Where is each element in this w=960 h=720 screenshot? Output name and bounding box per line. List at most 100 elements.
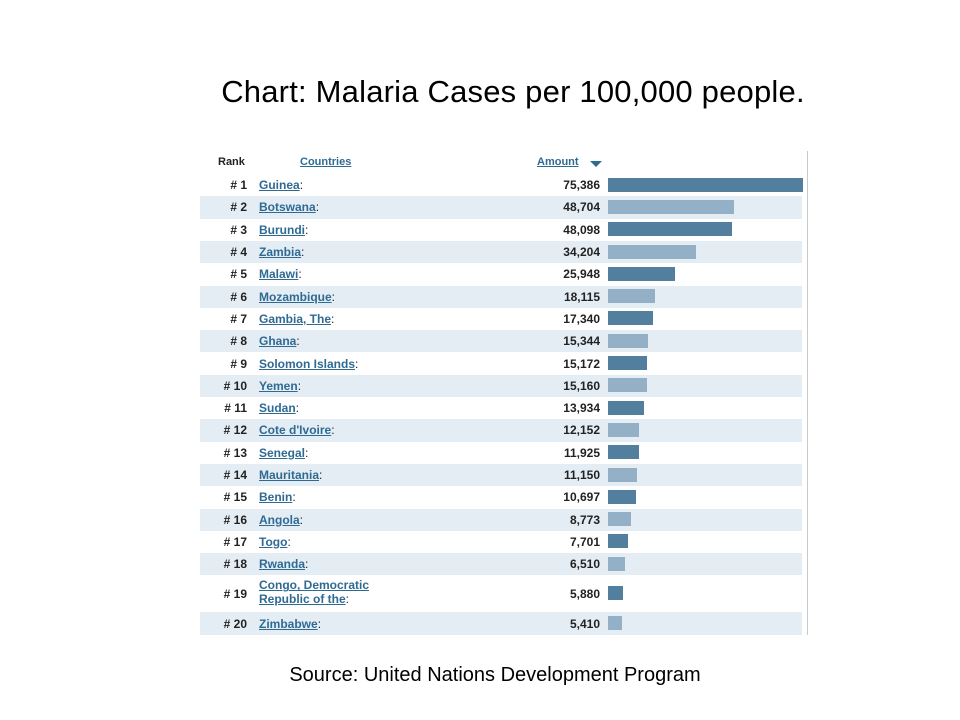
country-link[interactable]: Benin	[259, 490, 293, 505]
country-colon: :	[295, 401, 300, 416]
amount-cell: 13,934	[563, 401, 600, 416]
amount-cell: 15,160	[563, 378, 600, 393]
country-colon: :	[305, 445, 309, 460]
country-link[interactable]: Yemen	[259, 378, 298, 393]
country-link[interactable]: Guinea	[259, 178, 300, 193]
rank-cell: # 12	[223, 423, 247, 438]
value-bar	[608, 177, 803, 192]
table-row: # 12 Cote d'Ivoire: 12,152	[200, 419, 802, 442]
value-bar	[608, 378, 647, 393]
table-row: # 2 Botswana: 48,704	[200, 196, 802, 219]
table-row: # 15 Benin: 10,697	[200, 486, 802, 508]
country-cell: Guinea:	[259, 178, 419, 192]
rank-cell: # 9	[230, 356, 247, 371]
amount-cell: 48,704	[563, 200, 600, 215]
value-bar	[608, 616, 622, 631]
country-cell: Mauritania:	[259, 468, 419, 482]
rank-cell: # 10	[223, 378, 247, 393]
country-cell: Yemen:	[259, 379, 419, 393]
country-link[interactable]: Burundi	[259, 222, 305, 237]
country-cell: Senegal:	[259, 446, 419, 460]
amount-cell: 25,948	[563, 267, 600, 282]
country-link[interactable]: Cote d'Ivoire	[259, 423, 332, 438]
header-amount-link[interactable]: Amount	[537, 156, 579, 168]
value-bar	[608, 534, 628, 549]
country-link[interactable]: Senegal	[259, 445, 306, 460]
country-colon: :	[305, 222, 309, 237]
country-link[interactable]: Zimbabwe	[259, 616, 318, 631]
country-cell: Angola:	[259, 513, 419, 527]
country-colon: :	[298, 267, 302, 282]
country-cell: Cote d'Ivoire:	[259, 423, 419, 437]
country-link[interactable]: Gambia, The	[259, 311, 332, 326]
value-bar	[608, 556, 625, 571]
country-colon: :	[355, 356, 359, 371]
country-link[interactable]: Botswana	[259, 200, 316, 215]
table-row: # 5 Malawi: 25,948	[200, 263, 802, 285]
rank-cell: # 2	[230, 200, 247, 215]
value-bar	[608, 489, 636, 504]
country-cell: Togo:	[259, 535, 419, 549]
ranking-table: Rank Countries Amount # 1 Guinea: 75,386 # …	[200, 151, 808, 635]
rank-cell: # 17	[223, 534, 247, 549]
rank-cell: # 15	[223, 490, 247, 505]
country-link[interactable]: Rwanda	[259, 557, 306, 572]
country-link[interactable]: Mauritania	[259, 468, 320, 483]
value-bar	[608, 422, 639, 437]
table-row: # 3 Burundi: 48,098	[200, 219, 802, 241]
table-row: # 6 Mozambique: 18,115	[200, 285, 802, 308]
table-row: # 7 Gambia, The: 17,340	[200, 308, 802, 330]
table-right-border	[807, 151, 808, 635]
table-row: # 9 Solomon Islands: 15,172	[200, 352, 802, 374]
country-link[interactable]: Sudan	[259, 401, 296, 416]
rank-cell: # 1	[230, 178, 247, 193]
country-colon: :	[317, 616, 322, 631]
value-bar	[608, 586, 623, 601]
country-cell: Burundi:	[259, 223, 419, 237]
country-link[interactable]: Mozambique	[259, 289, 332, 304]
rank-cell: # 16	[223, 512, 247, 527]
header-countries-link[interactable]: Countries	[300, 156, 352, 168]
table-row: # 18 Rwanda: 6,510	[200, 553, 802, 576]
country-link[interactable]: Zambia	[259, 245, 302, 260]
rank-cell: # 11	[224, 401, 247, 416]
country-link[interactable]: Togo	[259, 534, 288, 549]
amount-cell: 48,098	[563, 222, 600, 237]
country-colon: :	[319, 468, 323, 483]
value-bar	[608, 333, 648, 348]
sort-descending-icon[interactable]	[590, 161, 602, 167]
value-bar	[608, 311, 653, 326]
table-row: # 11 Sudan: 13,934	[200, 397, 802, 419]
country-link[interactable]: Congo, Democratic Republic of the	[259, 578, 370, 607]
country-colon: :	[301, 245, 305, 260]
rank-cell: # 14	[223, 468, 247, 483]
value-bar	[608, 512, 631, 527]
country-link[interactable]: Malawi	[259, 267, 299, 282]
country-cell: Gambia, The:	[259, 312, 419, 326]
amount-cell: 8,773	[569, 512, 600, 527]
country-cell: Sudan:	[259, 401, 419, 415]
country-link[interactable]: Angola	[259, 512, 300, 527]
rank-cell: # 18	[223, 557, 247, 572]
rank-cell: # 5	[230, 267, 247, 282]
amount-cell: 15,344	[563, 334, 600, 349]
value-bar	[608, 199, 734, 214]
table-row: # 17 Togo: 7,701	[200, 531, 802, 553]
amount-cell: 75,386	[563, 178, 600, 193]
country-cell: Malawi:	[259, 267, 419, 281]
country-colon: :	[292, 490, 296, 505]
country-link[interactable]: Ghana	[259, 334, 297, 349]
country-cell: Solomon Islands:	[259, 357, 419, 371]
rank-cell: # 3	[230, 222, 247, 237]
value-bar	[608, 222, 732, 237]
amount-cell: 10,697	[563, 490, 600, 505]
rank-cell: # 4	[230, 245, 247, 260]
amount-cell: 6,510	[569, 557, 600, 572]
country-cell: Ghana:	[259, 334, 419, 348]
rank-cell: # 19	[223, 586, 247, 601]
value-bar	[608, 467, 637, 482]
country-link[interactable]: Solomon Islands	[259, 356, 356, 371]
rank-cell: # 7	[230, 311, 247, 326]
amount-cell: 7,701	[569, 534, 600, 549]
country-colon: :	[296, 334, 300, 349]
